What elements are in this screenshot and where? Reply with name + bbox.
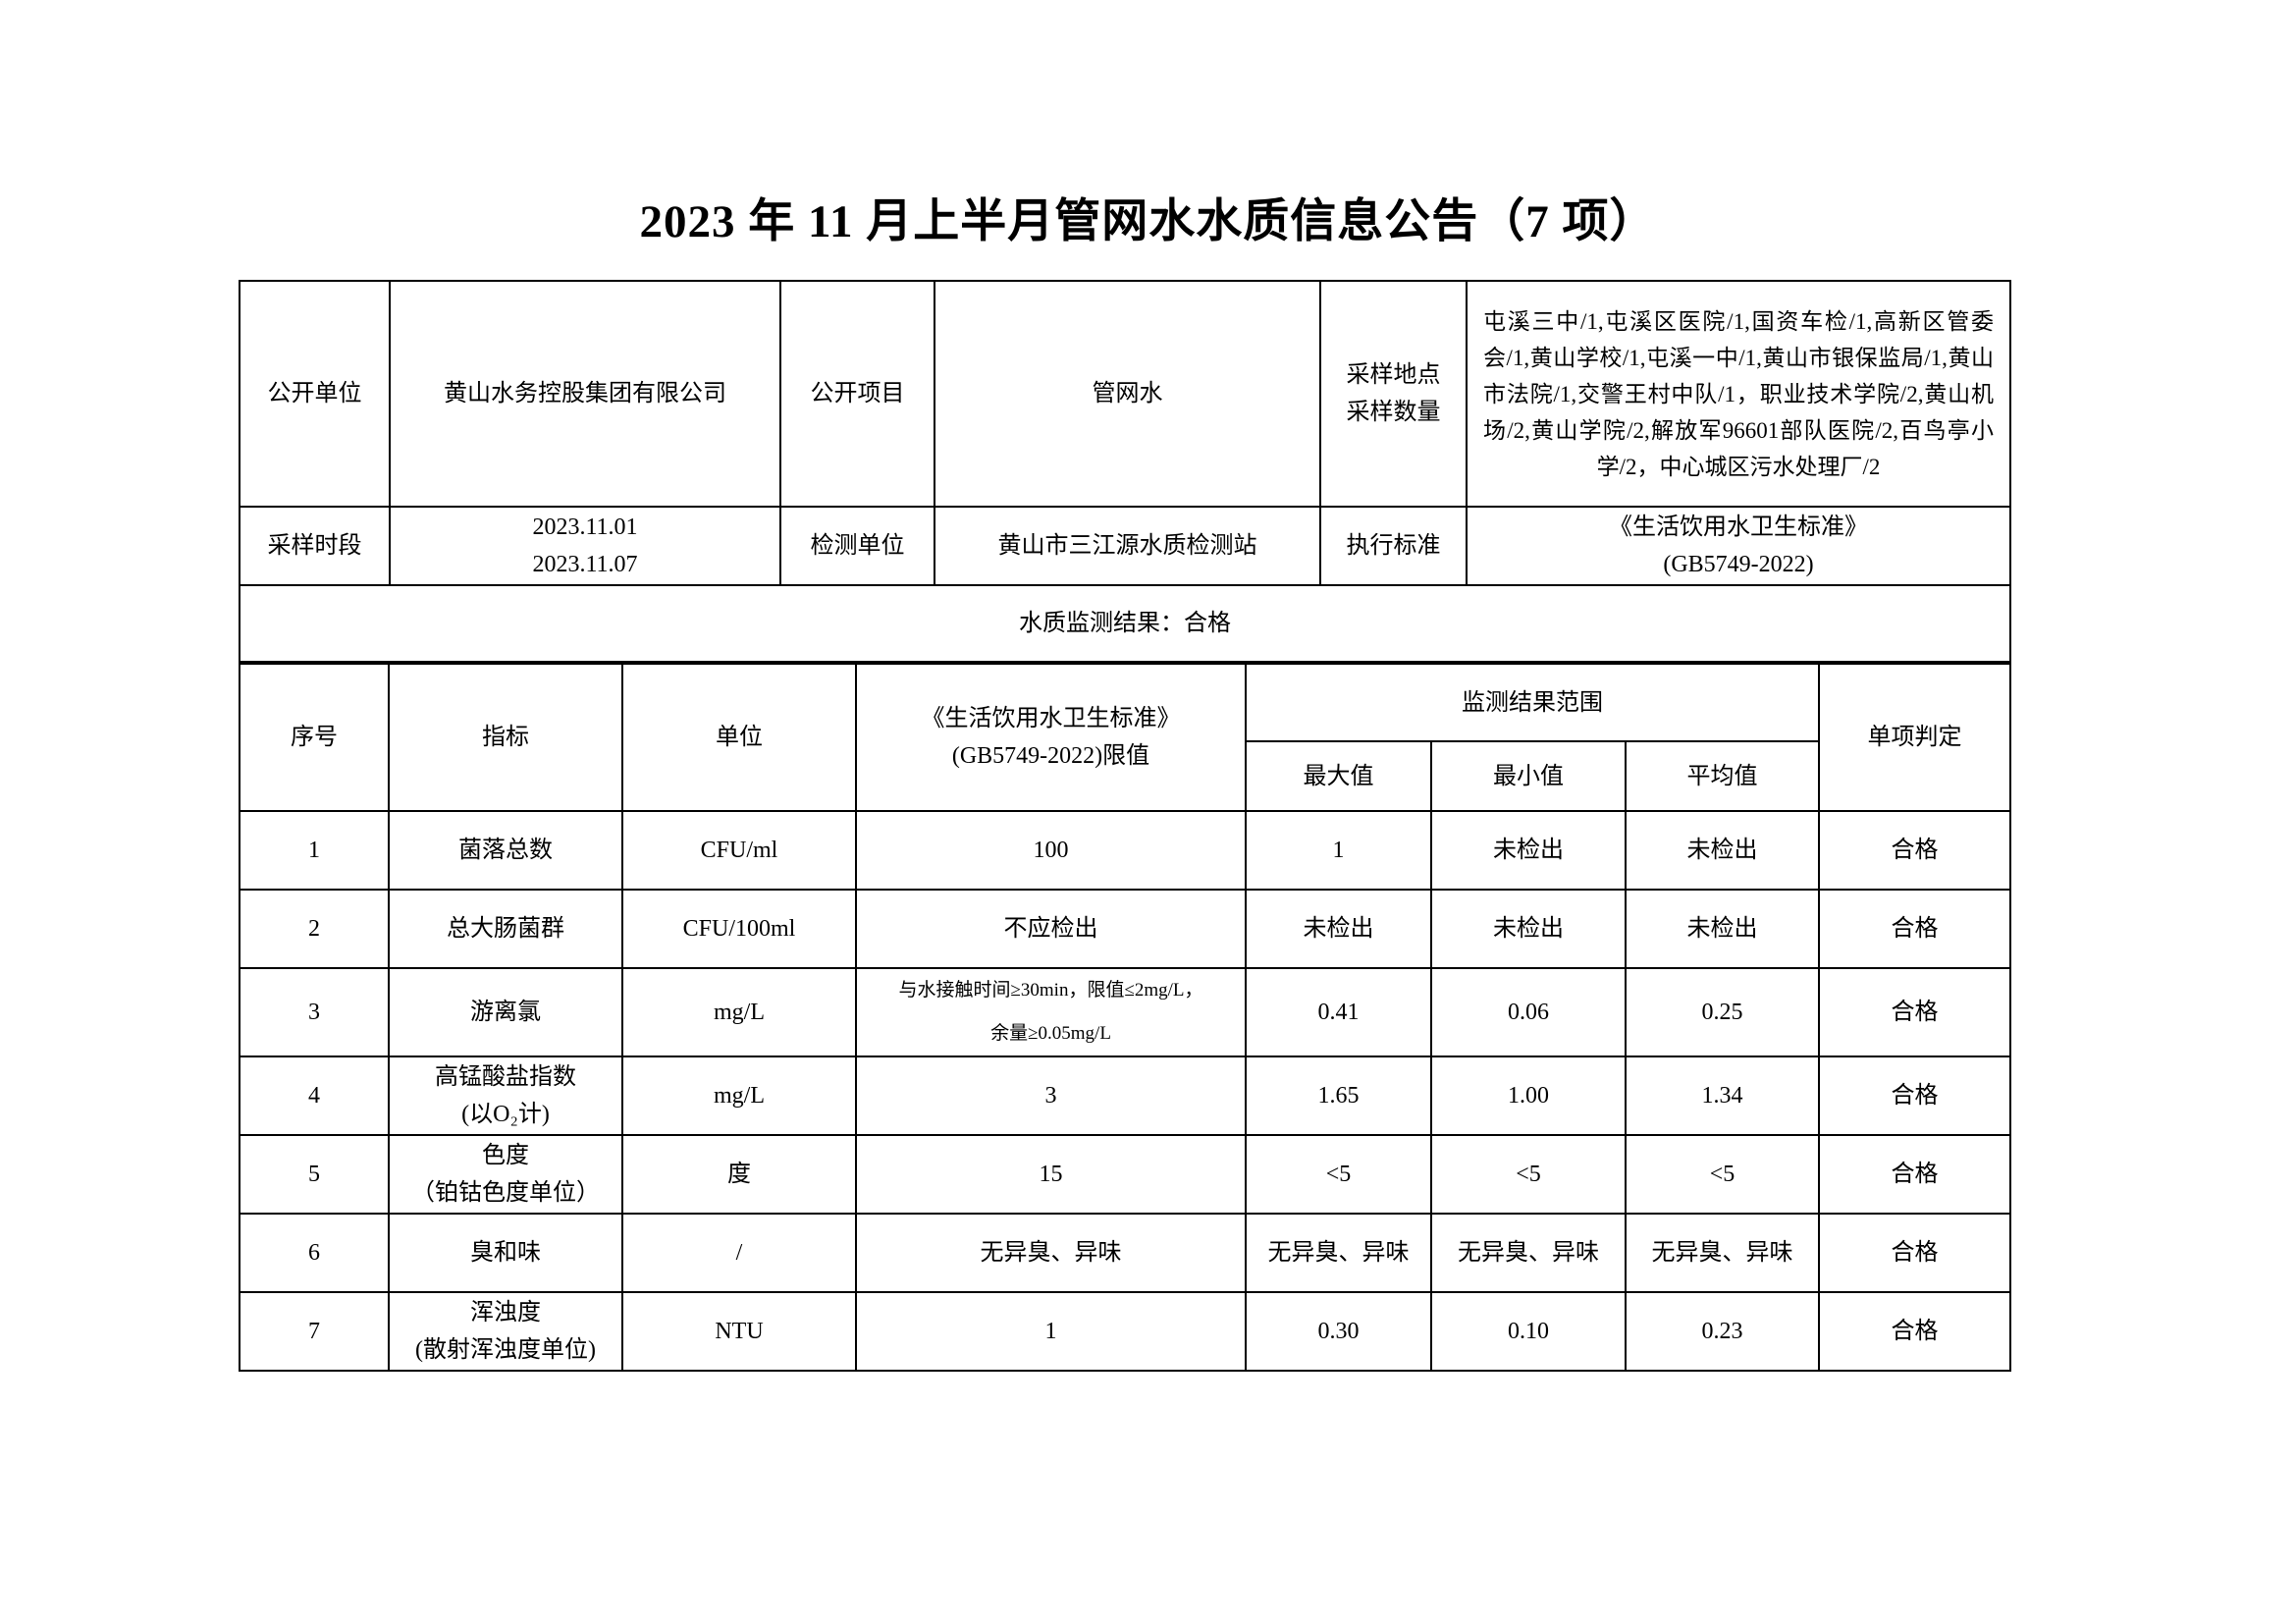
table-row: 4 高锰酸盐指数 (以O₂计) mg/L 3 1.65 1.00 1.34 合格 (239, 1056, 2012, 1136)
sampling-label: 采样地点 采样数量 (1319, 280, 1468, 508)
header-max: 最大值 (1245, 740, 1432, 812)
cell-unit: CFU/100ml (621, 889, 857, 969)
cell-unit: 度 (621, 1134, 857, 1215)
public-item-value: 管网水 (934, 280, 1321, 508)
cell-avg: <5 (1624, 1134, 1821, 1215)
public-unit-value: 黄山水务控股集团有限公司 (389, 280, 781, 508)
table-row: 3 游离氯 mg/L 与水接触时间≥30min，限值≤2mg/L， 余量≥0.0… (239, 967, 2012, 1057)
cell-judge: 合格 (1818, 1056, 2012, 1136)
cell-min: <5 (1430, 1134, 1627, 1215)
cell-max: 0.41 (1245, 967, 1432, 1057)
cell-avg: 0.25 (1624, 967, 1821, 1057)
header-min: 最小值 (1430, 740, 1627, 812)
header-unit: 单位 (621, 663, 857, 812)
period-label: 采样时段 (239, 506, 391, 586)
public-unit-label: 公开单位 (239, 280, 391, 508)
header-no: 序号 (239, 663, 390, 812)
cell-unit: NTU (621, 1291, 857, 1372)
info-table: 公开单位 黄山水务控股集团有限公司 公开项目 管网水 采样地点 采样数量 屯溪三… (239, 280, 2011, 663)
test-unit-label: 检测单位 (779, 506, 935, 586)
header-judge: 单项判定 (1818, 663, 2012, 812)
table-row: 1 菌落总数 CFU/ml 100 1 未检出 未检出 合格 (239, 810, 2012, 891)
cell-indicator: 菌落总数 (388, 810, 623, 891)
cell-indicator: 臭和味 (388, 1213, 623, 1293)
info-row-1: 公开单位 黄山水务控股集团有限公司 公开项目 管网水 采样地点 采样数量 屯溪三… (239, 280, 2011, 508)
tables-wrapper: 公开单位 黄山水务控股集团有限公司 公开项目 管网水 采样地点 采样数量 屯溪三… (239, 280, 2012, 1372)
result-row: 水质监测结果：合格 (239, 584, 2011, 663)
table-row: 6 臭和味 / 无异臭、异味 无异臭、异味 无异臭、异味 无异臭、异味 合格 (239, 1213, 2012, 1293)
cell-limit: 与水接触时间≥30min，限值≤2mg/L， 余量≥0.05mg/L (855, 967, 1247, 1057)
cell-no: 5 (239, 1134, 390, 1215)
cell-limit: 1 (855, 1291, 1247, 1372)
page-title: 2023 年 11 月上半月管网水水质信息公告（7 项） (639, 196, 1657, 247)
cell-max: 0.30 (1245, 1291, 1432, 1372)
cell-max: 未检出 (1245, 889, 1432, 969)
cell-avg: 1.34 (1624, 1056, 1821, 1136)
cell-avg: 未检出 (1624, 889, 1821, 969)
cell-no: 2 (239, 889, 390, 969)
cell-judge: 合格 (1818, 1134, 2012, 1215)
cell-indicator: 色度 （铂钴色度单位） (388, 1134, 623, 1215)
cell-max: 无异臭、异味 (1245, 1213, 1432, 1293)
header-range: 监测结果范围 (1244, 663, 1821, 742)
cell-max: <5 (1245, 1134, 1432, 1215)
cell-limit: 15 (855, 1134, 1247, 1215)
cell-min: 未检出 (1430, 889, 1627, 969)
cell-judge: 合格 (1818, 810, 2012, 891)
cell-avg: 0.23 (1624, 1291, 1821, 1372)
cell-indicator: 总大肠菌群 (388, 889, 623, 969)
header-row-1: 序号 指标 单位 《生活饮用水卫生标准》 (GB5749-2022)限值 监测结… (239, 663, 2012, 812)
table-row: 5 色度 （铂钴色度单位） 度 15 <5 <5 <5 合格 (239, 1134, 2012, 1215)
cell-indicator: 游离氯 (388, 967, 623, 1057)
cell-no: 6 (239, 1213, 390, 1293)
cell-limit: 100 (855, 810, 1247, 891)
table-row: 2 总大肠菌群 CFU/100ml 不应检出 未检出 未检出 未检出 合格 (239, 889, 2012, 969)
period-value: 2023.11.01 2023.11.07 (389, 506, 781, 586)
results-table: 序号 指标 单位 《生活饮用水卫生标准》 (GB5749-2022)限值 监测结… (239, 663, 2012, 1372)
cell-avg: 无异臭、异味 (1624, 1213, 1821, 1293)
cell-max: 1.65 (1245, 1056, 1432, 1136)
cell-min: 0.10 (1430, 1291, 1627, 1372)
cell-judge: 合格 (1818, 1291, 2012, 1372)
public-item-label: 公开项目 (779, 280, 935, 508)
cell-max: 1 (1245, 810, 1432, 891)
cell-unit: mg/L (621, 1056, 857, 1136)
cell-judge: 合格 (1818, 967, 2012, 1057)
cell-indicator: 高锰酸盐指数 (以O₂计) (388, 1056, 623, 1136)
header-avg: 平均值 (1624, 740, 1821, 812)
sampling-locations-value: 屯溪三中/1,屯溪区医院/1,国资车检/1,高新区管委会/1,黄山学校/1,屯溪… (1466, 280, 2011, 508)
cell-min: 无异臭、异味 (1430, 1213, 1627, 1293)
header-indicator: 指标 (388, 663, 623, 812)
header-row-2: 最大值 最小值 平均值 (240, 740, 2010, 812)
cell-indicator: 浑浊度 (散射浑浊度单位) (388, 1291, 623, 1372)
cell-limit: 3 (855, 1056, 1247, 1136)
cell-judge: 合格 (1818, 889, 2012, 969)
standard-label: 执行标准 (1319, 506, 1468, 586)
cell-no: 1 (239, 810, 390, 891)
cell-limit: 无异臭、异味 (855, 1213, 1247, 1293)
cell-unit: / (621, 1213, 857, 1293)
cell-min: 0.06 (1430, 967, 1627, 1057)
cell-no: 4 (239, 1056, 390, 1136)
cell-no: 7 (239, 1291, 390, 1372)
standard-value: 《生活饮用水卫生标准》 (GB5749-2022) (1466, 506, 2011, 586)
cell-min: 未检出 (1430, 810, 1627, 891)
cell-unit: CFU/ml (621, 810, 857, 891)
table-row: 7 浑浊度 (散射浑浊度单位) NTU 1 0.30 0.10 0.23 合格 (239, 1291, 2012, 1372)
monitoring-result: 水质监测结果：合格 (239, 584, 2011, 663)
cell-avg: 未检出 (1624, 810, 1821, 891)
cell-min: 1.00 (1430, 1056, 1627, 1136)
cell-judge: 合格 (1818, 1213, 2012, 1293)
cell-unit: mg/L (621, 967, 857, 1057)
cell-no: 3 (239, 967, 390, 1057)
header-limit: 《生活饮用水卫生标准》 (GB5749-2022)限值 (855, 663, 1247, 812)
cell-limit: 不应检出 (855, 889, 1247, 969)
test-unit-value: 黄山市三江源水质检测站 (934, 506, 1321, 586)
info-row-2: 采样时段 2023.11.01 2023.11.07 检测单位 黄山市三江源水质… (239, 506, 2011, 586)
